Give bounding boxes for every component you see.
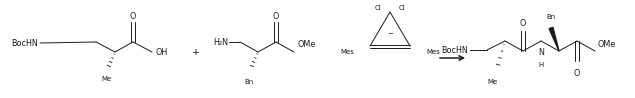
Text: BocHN: BocHN (441, 45, 468, 54)
Text: OH: OH (155, 48, 167, 57)
Text: O: O (574, 69, 580, 78)
Text: OMe: OMe (297, 39, 315, 49)
Text: H₂N: H₂N (213, 38, 228, 46)
Text: −: − (387, 31, 393, 37)
Text: OMe: OMe (598, 39, 616, 49)
Text: Bn: Bn (244, 79, 253, 85)
Text: Bn: Bn (546, 14, 556, 20)
Text: O: O (273, 11, 279, 20)
Text: BocHN: BocHN (11, 39, 38, 48)
Text: Me: Me (101, 76, 111, 82)
Text: Mes: Mes (340, 49, 354, 55)
Text: H: H (538, 62, 544, 68)
Text: N: N (538, 48, 544, 57)
Text: Me: Me (488, 79, 498, 85)
Text: Cl: Cl (374, 5, 381, 11)
Text: Mes: Mes (426, 49, 440, 55)
Text: O: O (520, 19, 526, 28)
Text: Cl: Cl (399, 5, 406, 11)
Polygon shape (549, 27, 559, 51)
Text: +: + (192, 48, 200, 57)
Text: O: O (130, 11, 136, 20)
